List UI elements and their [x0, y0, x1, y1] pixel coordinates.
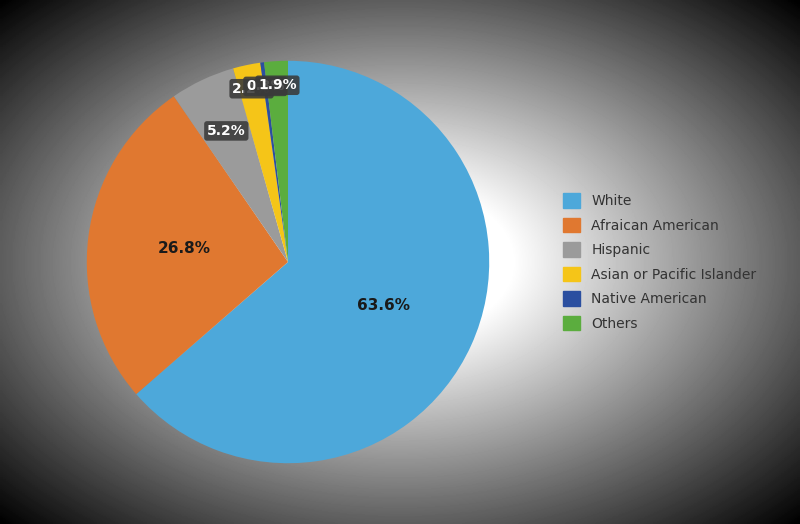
Wedge shape: [233, 63, 288, 262]
Text: 0.3%: 0.3%: [246, 80, 285, 93]
Wedge shape: [260, 62, 288, 262]
Wedge shape: [264, 61, 288, 262]
Text: 63.6%: 63.6%: [357, 298, 410, 313]
Wedge shape: [174, 69, 288, 262]
Text: 26.8%: 26.8%: [158, 242, 210, 256]
Wedge shape: [136, 61, 490, 463]
Wedge shape: [86, 96, 288, 394]
Text: 1.9%: 1.9%: [258, 78, 297, 92]
Text: 5.2%: 5.2%: [207, 124, 246, 138]
Legend: White, Afraican American, Hispanic, Asian or Pacific Islander, Native American, : White, Afraican American, Hispanic, Asia…: [557, 187, 763, 337]
Text: 2.2%: 2.2%: [232, 82, 271, 96]
